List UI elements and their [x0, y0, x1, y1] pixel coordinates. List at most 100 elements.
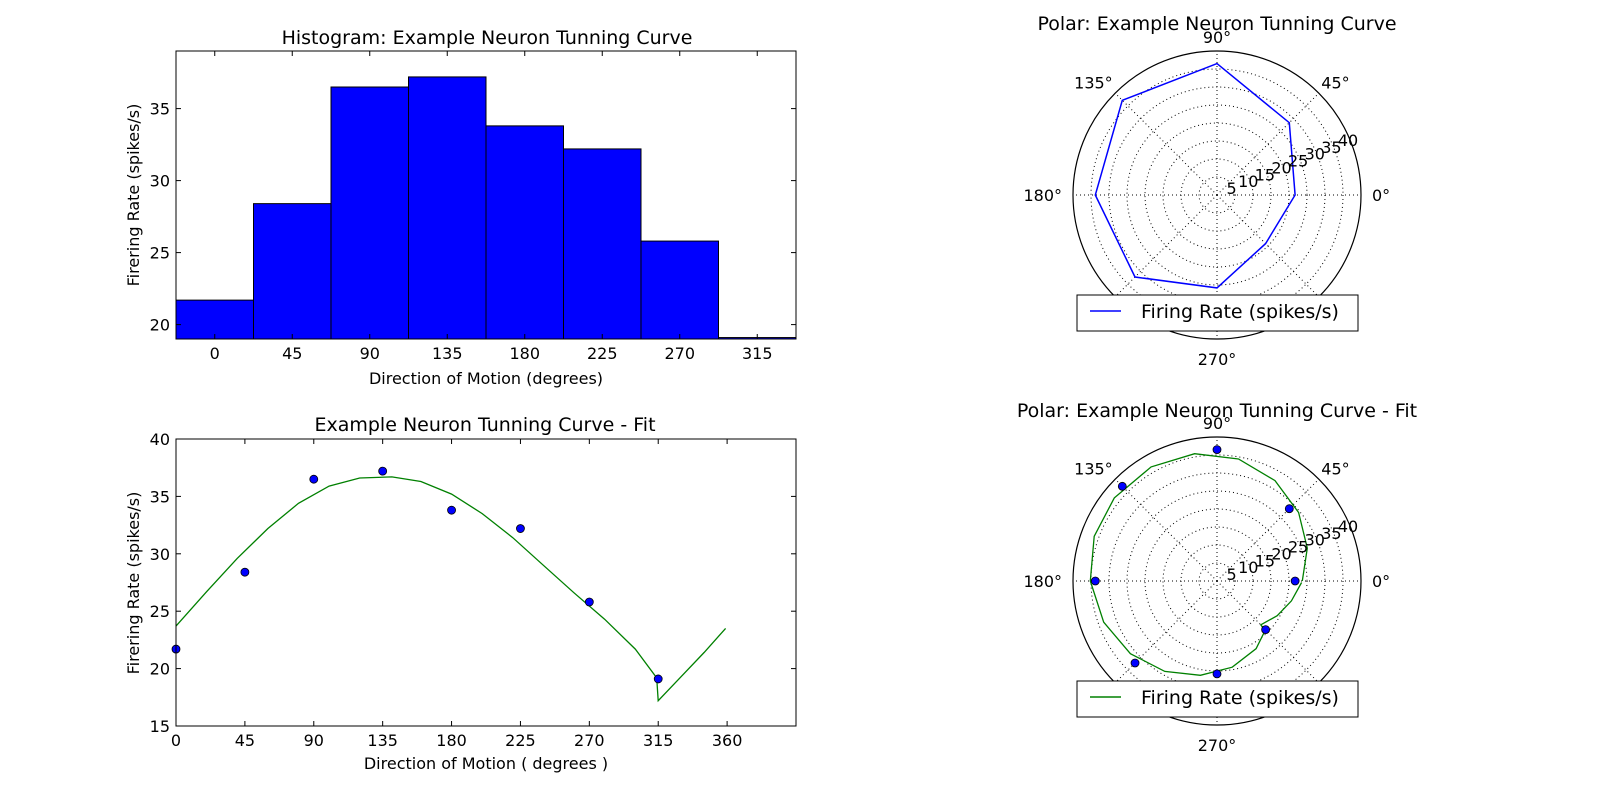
polar-angle-label: 90°	[1203, 28, 1231, 47]
polar-angle-label: 180°	[1023, 186, 1062, 205]
histogram-x-tick-label: 45	[282, 344, 302, 363]
histogram-y-tick-label: 30	[150, 172, 170, 191]
polar-fit-radial-label: 20	[1271, 544, 1291, 563]
fit-x-tick-label: 135	[367, 731, 398, 750]
polar-fit-radial-label: 5	[1227, 565, 1237, 584]
fit-y-axis-label: Firering Rate (spikes/s)	[124, 492, 143, 675]
polar-fit-radial-label: 30	[1305, 531, 1325, 550]
histogram-x-ticks: 0 45 90 135 180 225 270 315	[210, 51, 773, 363]
histogram-y-tick-label: 35	[150, 100, 170, 119]
histogram-bar	[253, 203, 332, 340]
fit-x-tick-label: 180	[436, 731, 467, 750]
polar-grid-circle	[1090, 68, 1344, 322]
fit-data-point	[516, 524, 525, 533]
histogram-title: Histogram: Example Neuron Tunning Curve	[282, 27, 693, 49]
polar-grid	[1072, 50, 1362, 340]
polar-fit-data	[1089, 445, 1308, 679]
polar-fit-grid-spoke	[1114, 478, 1218, 582]
polar-angle-label: 0°	[1372, 186, 1390, 205]
fit-data-point	[584, 597, 594, 607]
polar-fit-angle-label: 45°	[1321, 460, 1349, 479]
histogram-bar	[408, 76, 487, 340]
histogram-y-axis-label: Firering Rate (spikes/s)	[124, 104, 143, 287]
polar-grid-spoke	[1216, 194, 1320, 298]
histogram-bar	[330, 86, 409, 340]
fit-data-point	[653, 674, 663, 684]
polar-legend-label: Firing Rate (spikes/s)	[1141, 301, 1339, 323]
fit-y-tick-label: 30	[150, 545, 170, 564]
polar-angle-labels: 0° 45° 90° 135° 180° 270°	[1023, 28, 1390, 369]
polar-grid-spoke	[1216, 92, 1320, 196]
histogram-x-axis-label: Direction of Motion (degrees)	[369, 369, 603, 388]
polar-fit-radial-label: 15	[1255, 551, 1275, 570]
polar-fit-legend-box	[1076, 680, 1359, 718]
polar-legend: Firing Rate (spikes/s)	[1076, 294, 1359, 332]
polar-fit-angle-labels: 0° 45° 90° 135° 180° 270°	[1023, 414, 1390, 755]
polar-title: Polar: Example Neuron Tunning Curve	[1037, 13, 1396, 35]
histogram-plot-frame	[175, 50, 797, 340]
fit-x-tick-label: 90	[304, 731, 324, 750]
fit-data-point	[240, 567, 250, 577]
polar-grid-circle	[1198, 176, 1236, 214]
polar-fit-data-point	[1090, 576, 1100, 586]
histogram-x-tick-label: 0	[210, 344, 220, 363]
polar-fit-grid-circle	[1090, 454, 1344, 708]
histogram-x-tick-label: 135	[432, 344, 463, 363]
fit-y-tick-label: 35	[150, 487, 170, 506]
polar-radial-label: 10	[1238, 172, 1258, 191]
polar-fit-outer-circle	[1072, 436, 1362, 726]
fit-title: Example Neuron Tunning Curve - Fit	[314, 414, 655, 436]
fit-data-point	[309, 474, 319, 484]
fit-data	[171, 466, 727, 703]
polar-outer-circle	[1072, 50, 1362, 340]
fit-line	[175, 476, 727, 703]
polar-radial-label: 30	[1305, 145, 1325, 164]
polar-fit-angle-label: 270°	[1198, 736, 1237, 755]
polar-fit-legend: Firing Rate (spikes/s)	[1076, 680, 1359, 718]
polar-grid-spoke	[1114, 92, 1218, 196]
polar-angle-label: 45°	[1321, 74, 1349, 93]
polar-fit-angle-label: 180°	[1023, 572, 1062, 591]
polar-radial-label: 15	[1255, 165, 1275, 184]
polar-fit-radial-label: 35	[1321, 524, 1341, 543]
histogram-y-tick-label: 20	[150, 316, 170, 335]
polar-grid-circle	[1126, 104, 1308, 286]
polar-radial-label: 35	[1321, 138, 1341, 157]
polar-angle-label: 135°	[1074, 74, 1113, 93]
polar-fit-radial-label: 10	[1238, 558, 1258, 577]
polar-fit-data-point	[1117, 481, 1127, 491]
polar-fit-grid-circle	[1198, 562, 1236, 600]
polar-fit-angle-label: 0°	[1372, 572, 1390, 591]
histogram-y-tick-label: 25	[150, 244, 170, 263]
polar-fit-grid-spoke	[1216, 580, 1320, 684]
histogram-x-tick-label: 225	[587, 344, 618, 363]
polar-radial-label: 20	[1271, 158, 1291, 177]
polar-fit-angle-label: 90°	[1203, 414, 1231, 433]
polar-fit-data-point	[1212, 445, 1222, 455]
histogram-x-tick-label: 90	[360, 344, 380, 363]
polar-fit-radial-label: 25	[1288, 538, 1308, 557]
polar-fit-grid-circle	[1126, 490, 1308, 672]
polar-grid-circle	[1162, 140, 1272, 250]
polar-fit-data-point	[1284, 504, 1294, 514]
polar-fit-grid-spoke	[1216, 478, 1320, 582]
histogram-bar	[563, 148, 642, 340]
polar-fit-data-point	[1130, 658, 1140, 668]
histogram-bar	[640, 240, 719, 340]
fit-x-tick-label: 45	[235, 731, 255, 750]
polar-fit-data-point	[1261, 625, 1271, 635]
polar-radial-label: 40	[1338, 131, 1358, 150]
polar-angle-label: 270°	[1198, 350, 1237, 369]
fit-x-tick-label: 315	[643, 731, 674, 750]
histogram-bars	[175, 76, 797, 340]
fit-y-tick-label: 20	[150, 660, 170, 679]
fit-data-point	[378, 466, 388, 476]
polar-fit-data-point	[1290, 576, 1300, 586]
polar-radial-label: 25	[1288, 152, 1308, 171]
polar-fit-legend-label: Firing Rate (spikes/s)	[1141, 687, 1339, 709]
polar-fit-data-point	[1212, 669, 1222, 679]
fit-y-tick-label: 25	[150, 602, 170, 621]
fit-chart: Example Neuron Tunning Curve - Fit 0 45 90…	[124, 414, 797, 773]
fit-data-point	[447, 505, 456, 515]
